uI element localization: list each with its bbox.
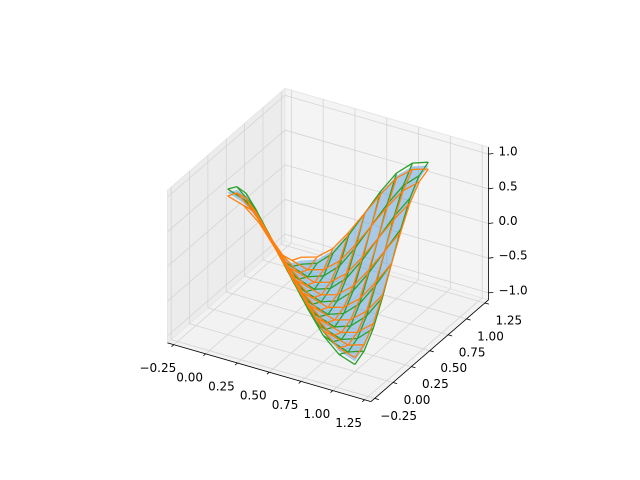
z-tick-label: −1.0 xyxy=(499,283,528,297)
grid-line xyxy=(284,129,489,190)
z-tick-label: 1.0 xyxy=(499,145,518,159)
y-tick-label: 0.75 xyxy=(459,345,486,359)
z-tick-label: −0.5 xyxy=(499,249,528,263)
tick-mark xyxy=(484,302,490,305)
y-tick-label: 1.00 xyxy=(477,329,504,343)
tick-mark xyxy=(429,350,434,353)
wireframe-column xyxy=(338,162,414,356)
grid-line xyxy=(207,307,412,367)
x-tick-label: 1.25 xyxy=(335,416,362,430)
tick-mark xyxy=(298,381,302,384)
wireframe-column xyxy=(306,194,382,324)
tick-mark xyxy=(488,257,494,259)
wireframe-column xyxy=(274,232,350,299)
y-tick-label: 0.00 xyxy=(404,393,431,407)
tick-mark xyxy=(171,344,175,347)
x-tick-label: 0.75 xyxy=(272,398,299,412)
y-tick-label: 1.25 xyxy=(495,313,522,327)
tick-mark xyxy=(411,366,416,369)
grid-line xyxy=(189,323,394,383)
tick-mark xyxy=(488,153,494,155)
tick-mark xyxy=(466,318,471,321)
grid-line xyxy=(167,233,286,337)
x-axis-line xyxy=(167,342,372,402)
x-tick-label: 0.50 xyxy=(240,389,267,403)
grid-line xyxy=(167,164,286,267)
y-tick-label: −0.25 xyxy=(380,409,417,423)
z-tick-label: 0.0 xyxy=(499,214,518,228)
wireframe-column xyxy=(290,213,366,312)
x-tick-label: −0.25 xyxy=(139,361,176,375)
wireframe-column xyxy=(354,168,429,358)
tick-mark xyxy=(448,334,453,337)
grid-line xyxy=(167,95,286,198)
tick-mark xyxy=(488,187,494,190)
grid-line xyxy=(167,199,286,302)
tick-mark xyxy=(203,353,206,357)
z-tick-label: 0.5 xyxy=(499,179,518,193)
y-tick-label: 0.25 xyxy=(422,377,449,391)
tick-mark xyxy=(266,371,270,375)
tick-mark xyxy=(362,399,365,403)
tick-mark xyxy=(488,291,494,294)
grid-line xyxy=(171,339,375,399)
wireframe-column xyxy=(290,213,366,318)
wireframe-column xyxy=(258,222,334,287)
y-tick-label: 0.50 xyxy=(440,361,467,375)
x-tick-label: 1.00 xyxy=(303,407,330,421)
grid-line xyxy=(167,129,286,233)
wireframe-column xyxy=(338,169,414,349)
tick-mark xyxy=(488,222,494,224)
y-axis-line xyxy=(370,299,489,402)
x-tick-label: 0.00 xyxy=(176,370,203,384)
wireframe-column xyxy=(322,177,398,337)
tick-mark xyxy=(374,398,379,400)
tick-mark xyxy=(392,382,398,385)
tick-mark xyxy=(234,362,238,366)
grid-line xyxy=(284,94,489,155)
x-tick-label: 0.25 xyxy=(208,380,235,394)
tick-mark xyxy=(330,390,334,393)
